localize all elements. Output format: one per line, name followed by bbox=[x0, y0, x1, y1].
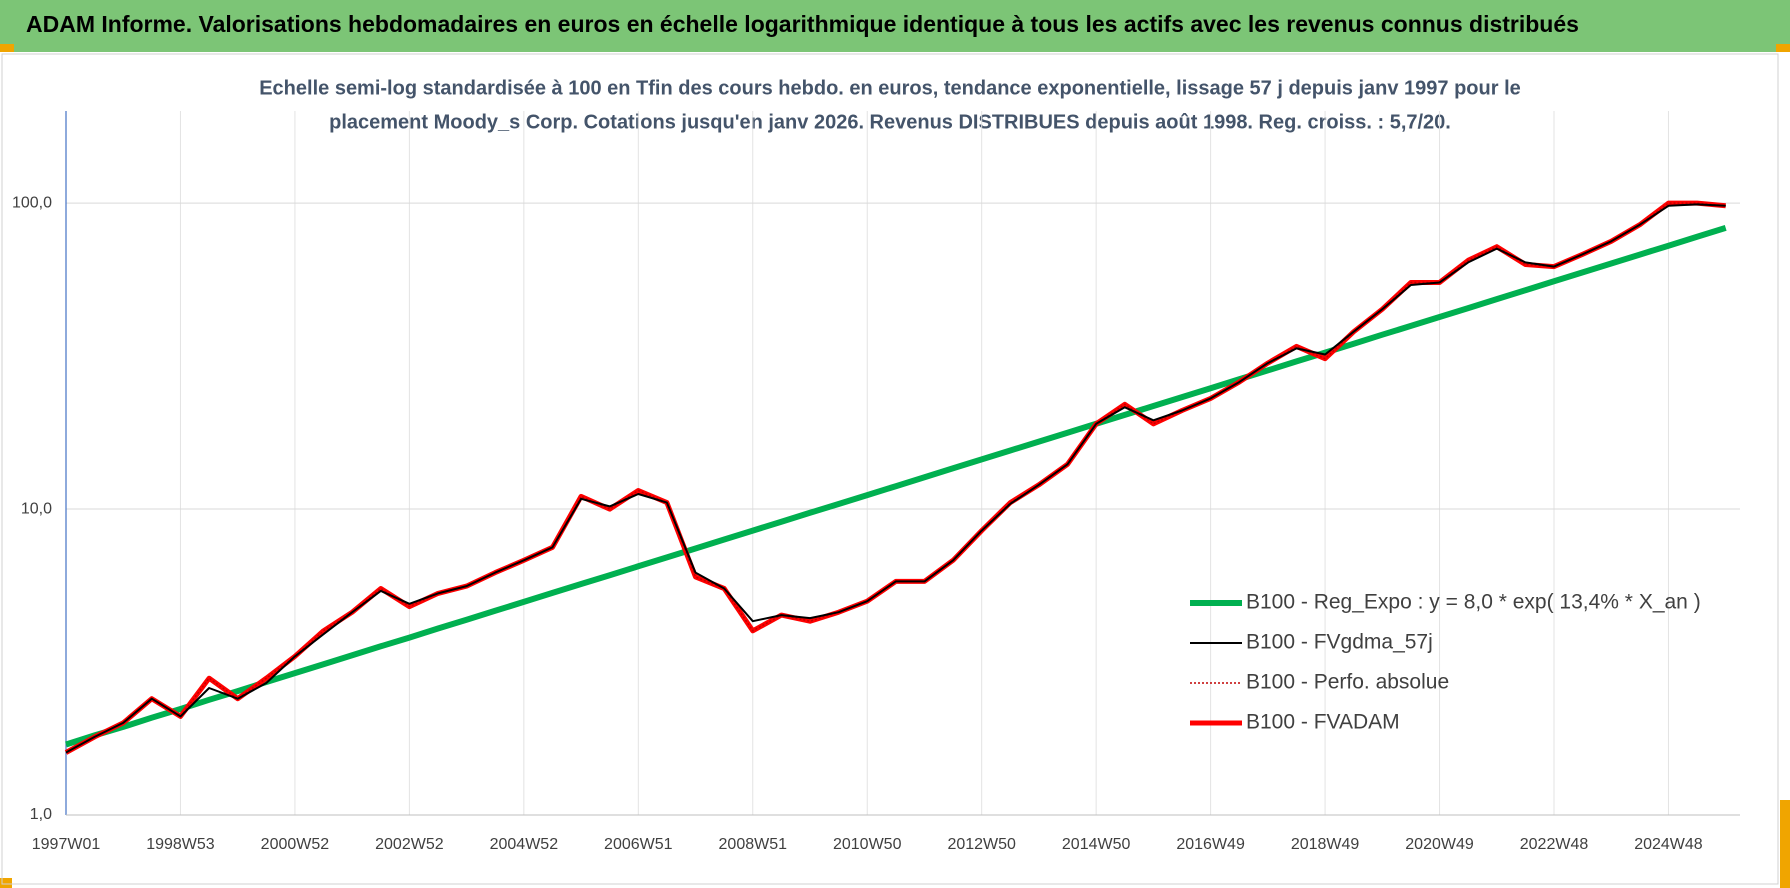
corner bbox=[0, 44, 14, 52]
chart-title: ADAM Informe. Valorisations hebdomadaire… bbox=[26, 11, 1579, 37]
chart-frame bbox=[1, 53, 1779, 885]
x-tick-label: 2016W49 bbox=[1176, 836, 1245, 853]
y-tick-label: 100,0 bbox=[12, 194, 52, 211]
series-line bbox=[65, 203, 1726, 754]
y-tick-label: 1,0 bbox=[30, 806, 52, 823]
chart-subtitle: placement Moody_s Corp. Cotations jusqu'… bbox=[329, 111, 1451, 133]
x-tick-label: 1998W53 bbox=[146, 836, 215, 853]
series-line bbox=[65, 225, 1727, 748]
header-bar bbox=[0, 0, 1790, 52]
legend-label: B100 - FVADAM bbox=[1246, 711, 1400, 734]
corner bbox=[0, 878, 12, 888]
x-tick-label: 1997W01 bbox=[32, 836, 101, 853]
chart-subtitle: Echelle semi-log standardisée à 100 en T… bbox=[259, 77, 1521, 99]
x-tick-label: 2014W50 bbox=[1062, 836, 1131, 853]
x-tick-label: 2024W48 bbox=[1634, 836, 1703, 853]
corner bbox=[1780, 800, 1790, 888]
x-tick-label: 2002W52 bbox=[375, 836, 444, 853]
y-tick-label: 10,0 bbox=[21, 500, 52, 517]
x-tick-label: 2004W52 bbox=[490, 836, 559, 853]
legend-label: B100 - Perfo. absolue bbox=[1246, 671, 1449, 694]
x-tick-label: 2012W50 bbox=[947, 836, 1016, 853]
x-tick-label: 2018W49 bbox=[1291, 836, 1360, 853]
x-tick-label: 2006W51 bbox=[604, 836, 673, 853]
legend-label: B100 - Reg_Expo : y = 8,0 * exp( 13,4% *… bbox=[1246, 591, 1701, 614]
corner bbox=[1776, 44, 1790, 52]
x-tick-label: 2020W49 bbox=[1405, 836, 1474, 853]
x-tick-label: 2008W51 bbox=[719, 836, 788, 853]
legend-label: B100 - FVgdma_57j bbox=[1246, 631, 1433, 654]
x-tick-label: 2010W50 bbox=[833, 836, 902, 853]
x-tick-label: 2022W48 bbox=[1520, 836, 1589, 853]
x-tick-label: 2000W52 bbox=[261, 836, 330, 853]
